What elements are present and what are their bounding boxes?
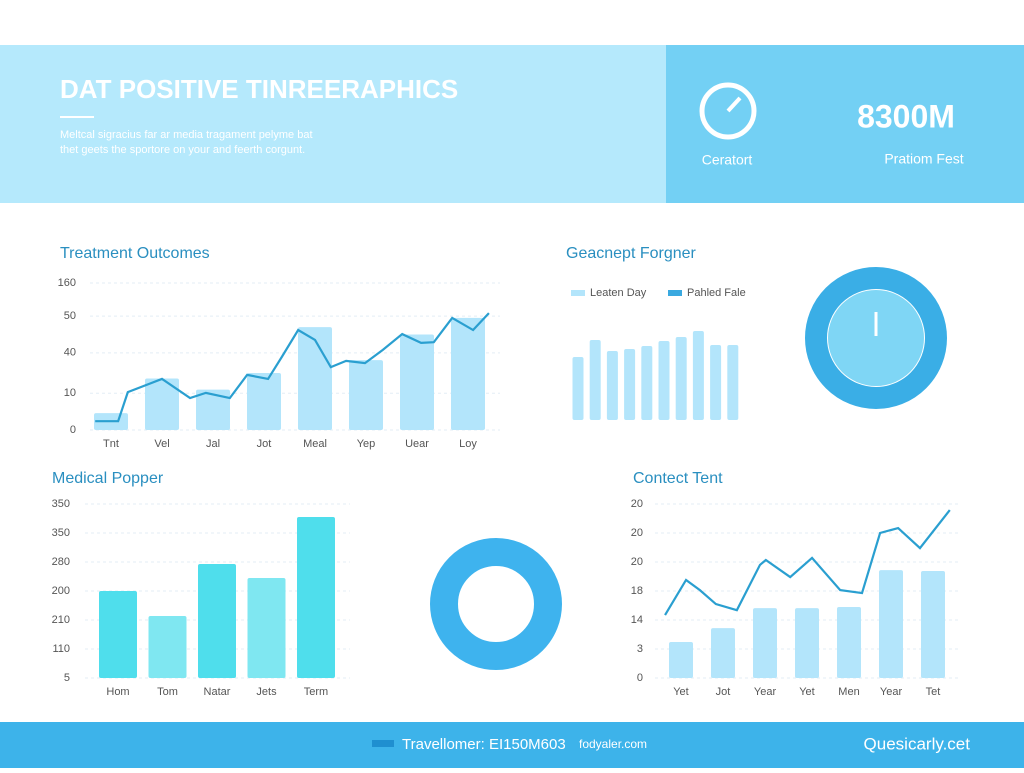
trend-line [664,509,951,616]
x-tick-label: Tet [926,686,941,698]
x-tick-label: Vel [154,438,169,450]
header-stat-panel [666,45,1024,203]
donut-ring [805,267,947,409]
y-tick-label: 0 [70,424,76,436]
bar [572,357,584,420]
bar [298,327,332,430]
y-tick-label: 50 [64,310,76,322]
legend-label: Pahled Fale [687,287,746,299]
x-tick-label: Yet [799,686,815,698]
gauge-label: Ceratort [702,152,753,168]
y-tick-label: 200 [52,585,70,597]
bar [99,591,137,678]
y-tick-label: 20 [631,498,643,510]
bar [692,331,704,420]
bar [606,351,618,420]
chart-title: Treatment Outcomes [60,245,210,262]
gauge-icon [699,82,757,140]
x-tick-label: Jot [716,686,731,698]
x-tick-label: Jets [256,686,277,698]
x-tick-label: Year [754,686,777,698]
gauge-needle [726,96,742,113]
x-tick-label: Jot [257,438,272,450]
bar [589,340,601,420]
bar [658,341,670,420]
legend-swatch [571,290,585,296]
x-tick-label: Hom [106,686,129,698]
chart-title: Geacnept Forgner [566,245,697,262]
bar [753,608,777,678]
bar [349,360,383,430]
footer-right: Quesicarly.cet [864,734,971,753]
header-banner [0,45,666,203]
y-tick-label: 280 [52,556,70,568]
bar [837,606,861,678]
y-tick-label: 20 [631,556,643,568]
x-tick-label: Tom [157,686,178,698]
bar [297,517,335,678]
footer-middle: fodyaler.com [579,737,647,751]
y-tick-label: 210 [52,614,70,626]
y-tick-label: 110 [52,643,70,655]
x-tick-label: Natar [204,686,231,698]
bar [624,349,636,420]
y-tick-label: 18 [631,585,643,597]
x-tick-label: Men [838,686,859,698]
bar [400,334,434,430]
bar [196,389,230,430]
bar [669,642,693,678]
bar [675,337,687,420]
y-tick-label: 0 [637,672,643,684]
bar [247,373,281,430]
footer-left: Travellomer: EI150M603 [402,736,566,753]
header-subtitle: thet geets the sportore on your and feer… [60,144,305,156]
donut-center [828,290,924,386]
stat-label: Pratiom Fest [884,151,963,167]
x-tick-label: Term [304,686,328,698]
footer-bar [0,722,1024,768]
chart-title: Contect Tent [633,470,723,487]
bar [795,608,819,678]
x-tick-label: Uear [405,438,429,450]
footer-swatch [372,740,394,747]
y-tick-label: 160 [58,277,76,289]
x-tick-label: Yet [673,686,689,698]
bar [879,570,903,678]
bar [247,577,286,678]
y-tick-label: 10 [64,387,76,399]
trend-line [95,312,490,423]
x-tick-label: Meal [303,438,327,450]
y-tick-label: 350 [52,498,70,510]
bar [711,628,735,678]
header-title: DAT POSITIVE TINREERAPHICS [60,74,458,104]
chart-title: Medical Popper [52,470,164,487]
y-tick-label: 350 [52,527,70,539]
x-tick-label: Loy [459,438,477,450]
bar [198,564,236,678]
y-tick-label: 3 [637,643,643,655]
y-tick-label: 40 [64,347,76,359]
header-subtitle: Meltcal sigracius far ar media tragament… [60,129,313,141]
bar [145,378,179,430]
legend-label: Leaten Day [590,287,647,299]
x-tick-label: Jal [206,438,220,450]
donut-ring [430,538,562,670]
bar [641,346,653,420]
x-tick-label: Year [880,686,903,698]
bar [921,570,945,678]
stat-value: 8300M [857,98,955,134]
y-tick-label: 5 [64,672,70,684]
y-tick-label: 14 [631,614,643,626]
y-tick-label: 20 [631,527,643,539]
bar [727,345,739,420]
x-tick-label: Yep [357,438,376,450]
legend-swatch [668,290,682,296]
x-tick-label: Tnt [103,438,119,450]
bar [451,317,485,430]
bar [710,345,722,420]
bar [148,615,187,678]
